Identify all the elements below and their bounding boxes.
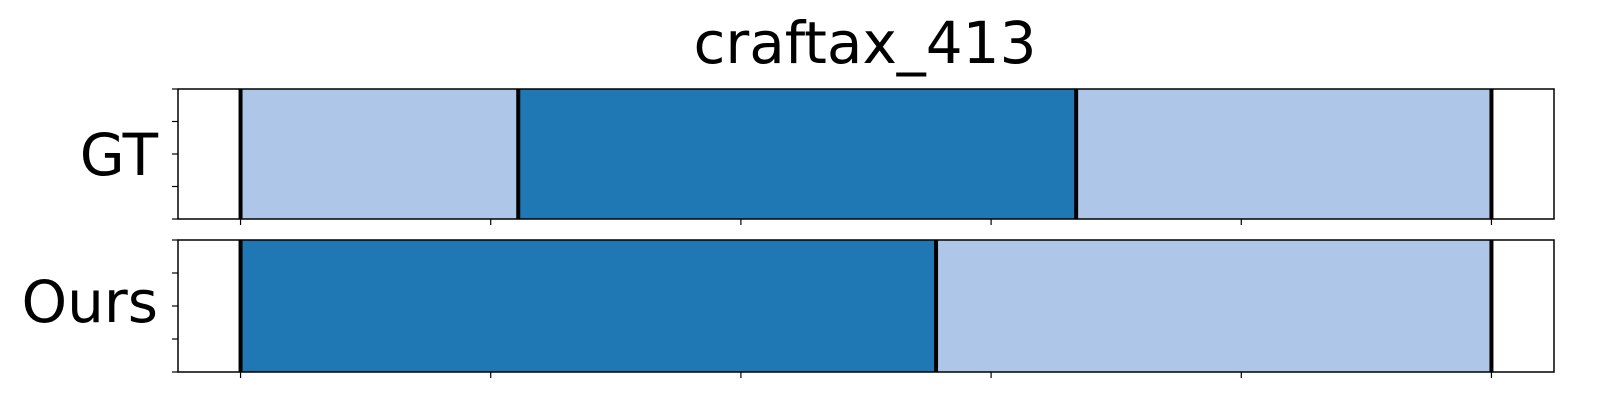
- segment-bar: [240, 89, 519, 219]
- panel-gt: GT: [80, 88, 1555, 225]
- chart-title: craftax_413: [694, 9, 1037, 77]
- panel-ours: Ours: [22, 239, 1555, 378]
- segment-bar: [1076, 89, 1492, 219]
- row-label: Ours: [22, 268, 158, 336]
- segment-bar: [240, 240, 937, 372]
- panels: GT Ours: [22, 88, 1555, 378]
- row-label: GT: [80, 121, 159, 189]
- segment-bar: [936, 240, 1492, 372]
- segment-bar: [518, 89, 1077, 219]
